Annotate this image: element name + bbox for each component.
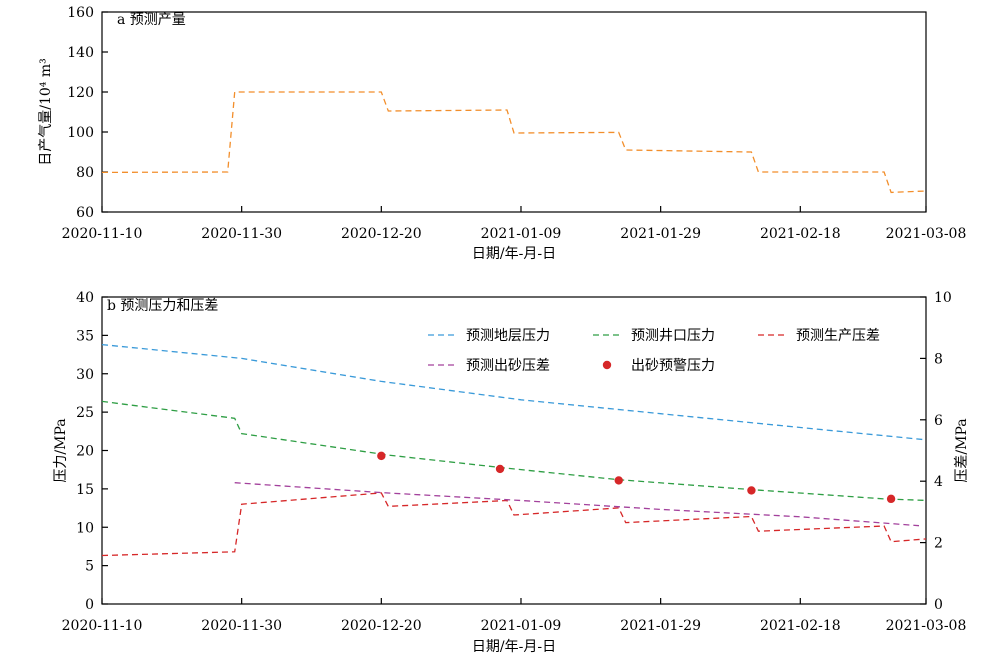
series-line-3 xyxy=(234,482,920,527)
x-tick-label: 2020-11-10 xyxy=(62,226,143,242)
y2-tick-label: 0 xyxy=(934,597,943,613)
y-tick-label: 0 xyxy=(85,597,94,613)
data-point xyxy=(495,464,505,474)
y-tick-label: 100 xyxy=(67,125,94,141)
y-tick-label: 5 xyxy=(85,559,94,575)
y2-axis-label: 压差/MPa xyxy=(954,418,970,482)
x-tick-label: 2021-02-18 xyxy=(760,618,841,634)
y2-tick-label: 8 xyxy=(934,351,943,367)
y2-tick-label: 2 xyxy=(934,536,943,552)
x-tick-label: 2021-01-29 xyxy=(620,618,701,634)
plot-frame xyxy=(101,11,927,213)
data-point xyxy=(747,486,756,495)
x-tick-label: 2021-01-09 xyxy=(481,226,562,242)
legend-label: 预测井口压力 xyxy=(631,328,715,344)
panel-title: a 预测产量 xyxy=(117,12,186,28)
legend-label: 预测生产压差 xyxy=(796,328,880,344)
y-tick-label: 80 xyxy=(76,165,94,181)
data-point xyxy=(614,476,623,485)
y-tick-label: 20 xyxy=(76,444,94,460)
x-tick-label: 2021-03-08 xyxy=(886,618,967,634)
y-tick-label: 30 xyxy=(76,367,94,383)
data-point xyxy=(886,494,896,504)
chart-panel-a: 2020-11-10 2020-11-30 2020-12-20 2021-01-09… xyxy=(38,5,966,262)
legend-label: 预测地层压力 xyxy=(466,328,550,344)
series-line-1 xyxy=(101,400,927,502)
x-tick-label: 2020-12-20 xyxy=(341,226,422,242)
y-tick-label: 35 xyxy=(76,328,94,344)
y-axis-label: 日产气量/10⁴ m³ xyxy=(38,58,54,165)
y-tick-label: 40 xyxy=(76,290,94,306)
legend-label: 预测出砂压差 xyxy=(466,358,550,374)
x-tick-label: 2020-11-30 xyxy=(201,618,282,634)
x-tick-label: 2021-01-29 xyxy=(620,226,701,242)
data-point xyxy=(377,451,386,461)
y2-tick-label: 6 xyxy=(934,413,943,429)
x-axis-label: 日期/年-月-日 xyxy=(472,639,556,655)
x-tick-label: 2021-01-09 xyxy=(481,618,562,634)
x-axis-label: 日期/年-月-日 xyxy=(472,246,556,262)
series-line-0 xyxy=(101,343,927,441)
y-tick-label: 60 xyxy=(76,205,94,221)
y-tick-label: 15 xyxy=(76,482,94,498)
series-line-2 xyxy=(101,492,927,557)
series-line-0 xyxy=(101,91,927,194)
chart-panel-b: 2020-11-10 2020-11-30 2020-12-20 2021-01-09… xyxy=(53,290,970,655)
y-tick-label: 10 xyxy=(76,520,94,536)
x-tick-label: 2020-11-30 xyxy=(201,226,282,242)
y-tick-label: 25 xyxy=(76,405,94,421)
x-tick-label: 2020-12-20 xyxy=(341,618,422,634)
legend-marker xyxy=(602,360,612,370)
y-tick-label: 120 xyxy=(67,85,94,101)
legend-label: 出砂预警压力 xyxy=(631,358,715,374)
y-tick-label: 160 xyxy=(67,5,94,21)
y2-tick-label: 4 xyxy=(934,474,943,490)
x-tick-label: 2021-03-08 xyxy=(886,226,967,242)
x-tick-label: 2020-11-10 xyxy=(62,618,143,634)
x-tick-label: 2021-02-18 xyxy=(760,226,841,242)
y-tick-label: 140 xyxy=(67,45,94,61)
panel-title: b 预测压力和压差 xyxy=(107,298,218,314)
y-axis-label: 压力/MPa xyxy=(53,418,69,482)
y2-tick-label: 10 xyxy=(934,290,952,306)
